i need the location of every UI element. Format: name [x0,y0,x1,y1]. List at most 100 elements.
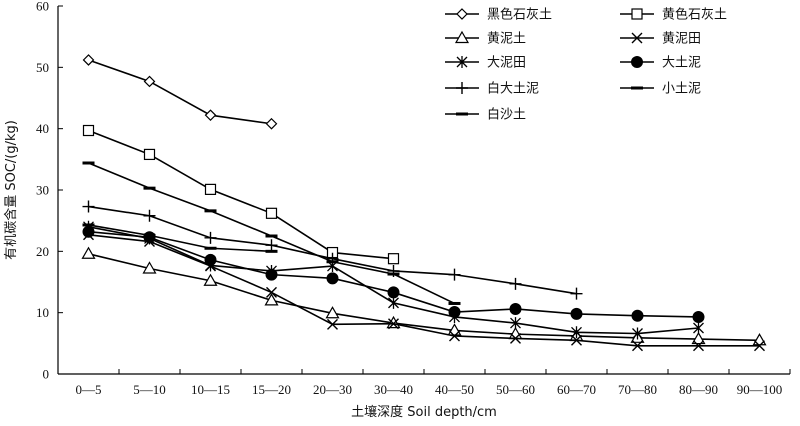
x-marker [632,340,643,352]
asterisk-marker [510,317,521,330]
y-tick-label: 10 [36,305,49,320]
square-marker [387,253,400,265]
triangle-marker [203,273,218,286]
x-tick-label: 0—5 [76,382,102,397]
x-marker [631,32,643,44]
triangle-marker [454,30,470,44]
x-tick-label: 60—70 [557,382,596,397]
circle-marker [509,302,522,315]
x-tick-label: 15—20 [252,382,291,397]
legend-item: 黄泥田 [620,32,701,47]
circle-marker [631,309,644,322]
series-group [83,220,704,340]
series-lines [81,54,767,352]
diamond-marker [265,117,278,130]
triangle-marker [691,331,706,345]
x-marker [754,340,765,352]
asterisk-marker [693,322,704,334]
legend-item: 小土泥 [620,82,701,97]
plus-marker [448,268,461,281]
plus-marker [265,239,278,252]
series-line [88,162,455,305]
x-tick-label: 40—50 [435,382,474,397]
circle-marker [82,225,95,238]
circle-marker [570,307,583,320]
diamond-marker [204,109,217,122]
series-group [82,223,278,253]
square-marker [265,207,278,219]
legend-label: 小土泥 [662,82,701,97]
series-line [88,253,760,342]
plus-marker [204,231,217,244]
x-tick-label: 90—100 [737,382,783,397]
x-tick-label: 20—30 [313,382,352,397]
x-marker [449,330,460,342]
y-tick-label: 0 [43,367,50,382]
legend-label: 大泥田 [487,56,526,71]
legend-label: 黄泥田 [662,32,701,47]
asterisk-marker [632,327,643,340]
x-marker [571,334,582,346]
circle-marker [204,253,217,266]
asterisk-marker [456,56,468,68]
circle-marker [143,231,156,244]
x-tick-label: 10—15 [191,382,230,397]
x-tick-label: 80—90 [679,382,718,397]
triangle-marker [325,306,340,319]
series-group [83,229,765,352]
legend-label: 黄泥土 [487,32,526,47]
circle-marker [448,306,461,319]
square-marker [143,148,156,161]
circle-marker [326,272,339,285]
diamond-marker [82,54,95,66]
series-line [88,233,760,347]
legend-item: 黄色石灰土 [620,7,727,23]
legend-label: 大土泥 [662,56,701,71]
x-tick-label: 70—80 [618,382,657,397]
triangle-marker [81,246,96,259]
y-axis-title: 有机碳含量 SOC/(g/kg) [3,120,19,260]
x-tick-label: 50—60 [496,382,535,397]
legend-item: 白沙土 [445,107,526,123]
series-group [82,200,583,300]
diamond-marker [456,8,468,20]
triangle-marker [264,293,279,306]
square-marker [631,8,643,20]
ticks: 0 10 20 30 40 50 60 0—5 5—10 10—15 15—20 20—30 30—40… [36,0,791,397]
plus-marker [570,287,583,300]
legend-label: 黑色石灰土 [487,7,552,23]
circle-marker [692,310,705,323]
legend-label: 白沙土 [487,107,526,123]
y-tick-label: 40 [36,121,49,136]
series-line [88,59,272,125]
legend-item: 黑色石灰土 [445,7,552,23]
y-tick-label: 60 [36,0,49,14]
x-marker [388,318,399,330]
x-axis-title: 土壤深度 Soil depth/cm [351,404,497,420]
y-tick-label: 30 [36,183,49,198]
series-group [82,161,461,305]
circle-marker [387,286,400,299]
legend-item: 白大土泥 [445,81,539,97]
legend-item: 大土泥 [620,56,701,71]
legend-label: 黄色石灰土 [662,7,727,23]
legend-item: 大泥田 [445,56,526,71]
x-tick-label: 5—10 [133,382,166,397]
circle-marker [631,56,643,68]
square-marker [204,183,217,195]
series-group [82,54,278,130]
y-tick-label: 50 [36,60,49,75]
legend-label: 白大土泥 [487,81,539,97]
y-tick-label: 20 [36,244,49,259]
square-marker [82,124,95,137]
diamond-marker [143,75,156,88]
asterisk-marker [388,296,399,309]
x-marker [327,318,338,330]
series-line [88,129,394,260]
plus-marker [143,209,156,222]
asterisk-marker [571,326,582,339]
x-marker [693,340,704,352]
